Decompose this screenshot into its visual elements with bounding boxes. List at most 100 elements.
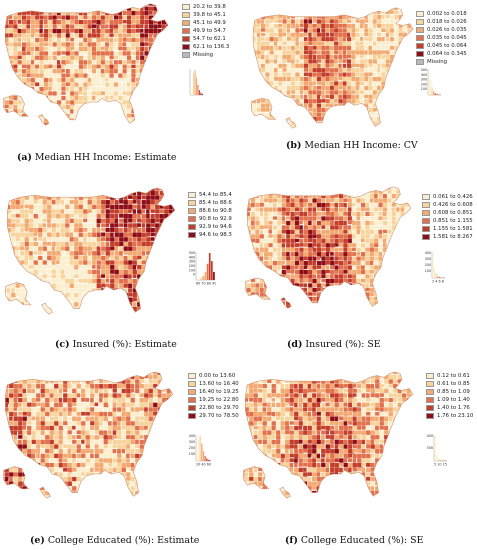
histogram-y-tick: 300 — [421, 78, 427, 82]
legend-label: 0.026 to 0.035 — [427, 27, 467, 33]
legend-label: 13.60 to 16.40 — [199, 381, 239, 387]
histogram-bar — [194, 70, 196, 95]
legend-label: 49.9 to 54.7 — [193, 28, 226, 34]
panel-caption-text: College Educated (%): Estimate — [44, 535, 200, 546]
legend-swatch — [422, 234, 430, 240]
histogram-bar — [436, 94, 438, 95]
legend-swatch — [188, 413, 196, 419]
legend-label: 90.8 to 92.9 — [199, 216, 232, 222]
histogram-x-ticks: 2 4 6 8 — [432, 280, 444, 284]
legend-row: 1.76 to 23.10 — [426, 412, 473, 420]
histogram-bar — [198, 90, 200, 95]
panel-c: 54.4 to 85.4 85.4 to 88.6 88.6 to 90.8 90.8… — [0, 183, 238, 366]
legend-swatch — [188, 405, 196, 411]
legend-row: 62.1 to 136.3 — [182, 43, 229, 51]
legend-swatch — [422, 202, 430, 208]
legend-swatch — [188, 381, 196, 387]
legend-row: 0.002 to 0.018 — [416, 10, 467, 18]
choropleth-map — [251, 7, 414, 129]
histogram-bar — [433, 266, 436, 278]
legend-row: 0.064 to 0.345 — [416, 50, 467, 58]
legend-swatch — [426, 373, 434, 379]
legend-swatch — [182, 52, 190, 58]
legend-swatch — [426, 389, 434, 395]
histogram-y-tick: 300 — [189, 440, 195, 444]
legend-row: 92.9 to 94.6 — [188, 223, 232, 231]
legend-label: 0.851 to 1.155 — [433, 218, 473, 224]
legend-label: 1.76 to 23.10 — [437, 413, 474, 419]
legend-swatch — [426, 381, 434, 387]
panel-caption-text: Median HH Income: Estimate — [31, 152, 177, 163]
legend-label: 62.1 to 136.3 — [193, 44, 230, 50]
histogram-y-tick: 400 — [425, 251, 431, 255]
legend-row: 0.035 to 0.045 — [416, 34, 467, 42]
legend-label: 16.40 to 19.25 — [199, 389, 239, 395]
histogram-bar — [441, 460, 444, 461]
histogram-bar — [210, 261, 213, 280]
legend-row: 0.061 to 0.426 — [422, 193, 473, 201]
legend-row: 0.12 to 0.61 — [426, 372, 473, 380]
histogram-bar — [437, 94, 440, 95]
legend-swatch — [188, 208, 196, 214]
legend-label: 1.581 to 8.267 — [433, 234, 473, 240]
legend-label: 1.40 to 1.76 — [437, 405, 470, 411]
choropleth-map — [3, 371, 174, 499]
histogram-bar — [429, 80, 432, 95]
histogram-bar — [196, 279, 198, 280]
legend-swatch — [188, 397, 196, 403]
legend-swatch — [422, 218, 430, 224]
legend-swatch — [416, 59, 424, 65]
legend-row: 16.40 to 19.25 — [188, 388, 239, 396]
legend-label: 1.155 to 1.581 — [433, 226, 473, 232]
histogram-bar — [434, 436, 436, 461]
legend-row: 0.00 to 13.60 — [188, 372, 239, 380]
histogram-bar — [206, 263, 209, 280]
legend-label: 1.09 to 1.40 — [437, 397, 470, 403]
histogram-y-tick: 200 — [421, 82, 427, 86]
histogram-y-tick: 500 — [189, 251, 195, 255]
panel-letter: (a) — [17, 152, 32, 163]
legend-swatch — [188, 389, 196, 395]
panel-f: 0.12 to 0.61 0.61 to 0.85 0.85 to 1.09 1.09… — [238, 366, 477, 550]
legend-swatch — [416, 11, 424, 17]
legend-label: 19.25 to 22.80 — [199, 397, 239, 403]
histogram-bar — [200, 92, 202, 95]
histogram-bar — [204, 271, 207, 280]
legend-swatch — [188, 192, 196, 198]
legend-label: 85.4 to 88.6 — [199, 200, 232, 206]
legend-row: 0.426 to 0.608 — [422, 201, 473, 209]
legend-swatch — [416, 27, 424, 33]
histogram-y-tick: 300 — [425, 257, 431, 261]
legend-row: 45.1 to 49.9 — [182, 19, 229, 27]
histogram-bar — [431, 87, 433, 95]
legend-swatch — [182, 28, 190, 34]
panel-caption: (d) Insured (%): SE — [287, 339, 381, 350]
distribution-histogram — [189, 69, 203, 96]
legend-label: 0.12 to 0.61 — [437, 373, 470, 379]
legend-row: 39.8 to 45.1 — [182, 11, 229, 19]
legend-label: 0.064 to 0.345 — [427, 51, 467, 57]
panel-letter: (c) — [55, 339, 70, 350]
histogram-bar — [209, 460, 211, 461]
legend-swatch — [422, 194, 430, 200]
legend-row: 29.70 to 78.50 — [188, 412, 239, 420]
histogram-bar — [428, 70, 430, 95]
panel-caption-text: Median HH Income: CV — [301, 140, 418, 151]
histogram-bar — [204, 456, 206, 461]
histogram-bar — [440, 277, 442, 278]
histogram-bar — [208, 253, 211, 280]
histogram-bar — [438, 277, 440, 278]
legend-row: 90.8 to 92.9 — [188, 215, 232, 223]
histogram-bar — [199, 436, 201, 461]
histogram-y-tick: 400 — [189, 255, 195, 259]
legend-row: 13.60 to 16.40 — [188, 380, 239, 388]
histogram-x-ticks: 20 40 60 — [196, 463, 211, 467]
distribution-histogram: 400 300 200 100 2 4 6 8 — [425, 251, 445, 284]
legend-swatch — [188, 224, 196, 230]
map-legend: 54.4 to 85.4 85.4 to 88.6 88.6 to 90.8 90.8… — [188, 191, 232, 239]
histogram-y-tick: 100 — [421, 87, 427, 91]
legend-row: 0.85 to 1.09 — [426, 388, 473, 396]
